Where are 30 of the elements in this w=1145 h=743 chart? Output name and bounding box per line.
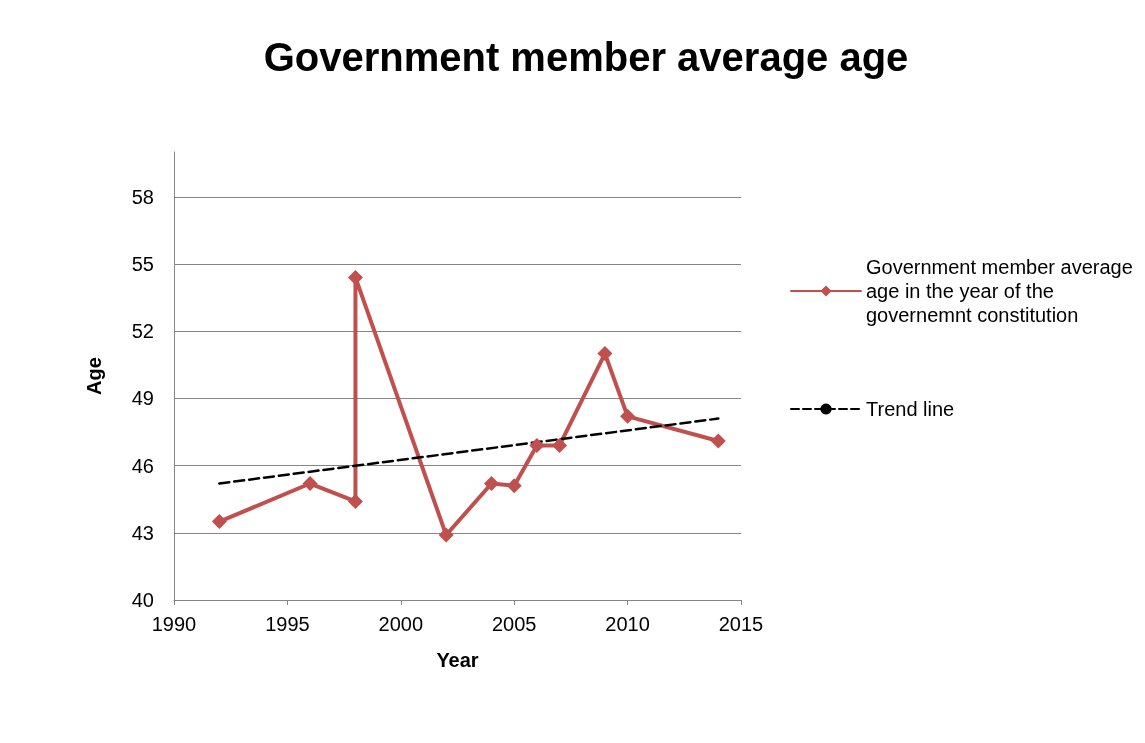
legend-label: Government member average age in the year of the governemnt constitution [866,256,1139,326]
point [597,346,613,362]
point [620,408,636,424]
point [211,514,227,530]
point [710,433,726,449]
y-tick-label: 58 [131,185,154,208]
point [552,437,568,453]
y-axis-title: Age [83,357,105,395]
point [347,493,363,509]
x-tick-label: 1990 [151,613,197,635]
y-tick-label: 49 [131,387,154,410]
x-axis-title: Year [436,649,479,671]
x-tick-label: 2010 [605,613,650,635]
point [347,269,363,285]
point [529,437,545,453]
x-tick-label: 1995 [265,613,310,635]
y-tick-label: 55 [131,253,154,275]
x-tick-label: 2015 [718,613,764,635]
y-tick-label: 43 [131,521,154,544]
x-tick-label: 2005 [491,613,537,635]
point [484,476,500,492]
point [302,476,318,492]
chart-title: Government member average age [263,35,909,79]
y-tick-label: 52 [131,320,154,343]
y-tick-label: 46 [131,454,154,477]
point [506,478,522,494]
point [438,527,454,543]
y-tick-label: 40 [131,589,154,611]
legend-label: Trend line [866,398,955,420]
x-tick-label: 2000 [378,613,424,635]
